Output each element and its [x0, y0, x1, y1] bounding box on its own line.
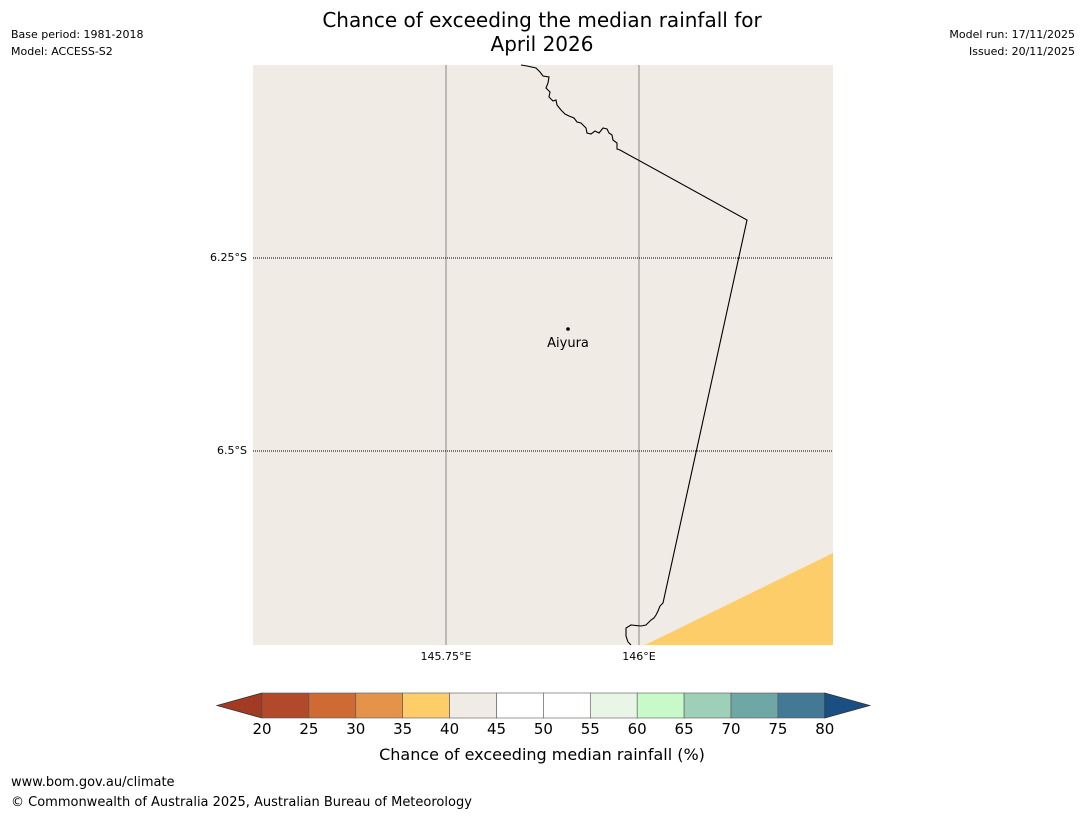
aiyura-location-marker	[566, 327, 570, 331]
colorbar-tick-20: 20	[252, 720, 272, 738]
colorbar-tick-80: 80	[815, 720, 835, 738]
longitude-label-146: 146°E	[622, 650, 656, 663]
colorbar-cell-35-40	[402, 692, 450, 719]
latitude-label-6-25: 6.25°S	[210, 251, 247, 264]
colorbar-over-arrow	[824, 692, 872, 719]
colorbar-label: Chance of exceeding median rainfall (%)	[379, 745, 705, 764]
colorbar-tick-55: 55	[580, 720, 600, 738]
model-run-text: Model run: 17/11/2025	[949, 28, 1075, 41]
colorbar-cell-30-35	[355, 692, 403, 719]
colorbar-cell-45-50	[496, 692, 544, 719]
colorbar-cell-20-25	[261, 692, 310, 719]
colorbar-cell-70-75	[730, 692, 779, 719]
colorbar-tick-30: 30	[346, 720, 366, 738]
colorbar-cell-65-70	[683, 692, 732, 719]
colorbar-tick-40: 40	[440, 720, 460, 738]
map-background	[253, 65, 833, 645]
colorbar-cell-25-30	[308, 692, 357, 719]
map-title: Chance of exceeding the median rainfall …	[242, 8, 842, 56]
coastline-border	[520, 64, 748, 646]
colorbar-tick-35: 35	[393, 720, 413, 738]
colorbar-tick-50: 50	[533, 720, 553, 738]
colorbar-cell-40-45	[449, 692, 497, 719]
forecast-shaded-area	[645, 553, 833, 645]
colorbar-tick-65: 65	[674, 720, 694, 738]
colorbar-tick-45: 45	[486, 720, 507, 738]
model-text: Model: ACCESS-S2	[11, 45, 113, 58]
meta-left: Base period: 1981-2018 Model: ACCESS-S2	[11, 26, 143, 60]
base-period-text: Base period: 1981-2018	[11, 28, 144, 41]
colorbar-tick-60: 60	[627, 720, 647, 738]
colorbar-cell-75-80	[777, 692, 826, 719]
colorbar-tick-75: 75	[768, 720, 788, 738]
aiyura-label: Aiyura	[547, 336, 589, 351]
issued-text: Issued: 20/11/2025	[968, 45, 1075, 58]
meta-right: Model run: 17/11/2025 Issued: 20/11/2025	[949, 26, 1075, 60]
colorbar-cell-60-65	[636, 692, 685, 719]
footer-url[interactable]: www.bom.gov.au/climate	[11, 775, 175, 790]
map-title-line2: April 2026	[490, 32, 594, 56]
footer-copyright: © Commonwealth of Australia 2025, Austra…	[11, 795, 472, 810]
colorbar-cell-55-60	[589, 692, 638, 719]
longitude-label-145-75: 145.75°E	[420, 650, 472, 663]
latitude-label-6-5: 6.5°S	[217, 444, 247, 457]
colorbar-cell-50-55	[543, 692, 591, 719]
map-title-line1: Chance of exceeding the median rainfall …	[322, 8, 762, 32]
colorbar-tick-70: 70	[721, 720, 741, 738]
colorbar-cells	[261, 692, 826, 719]
colorbar-tick-25: 25	[299, 720, 319, 738]
colorbar-under-arrow	[215, 692, 263, 719]
